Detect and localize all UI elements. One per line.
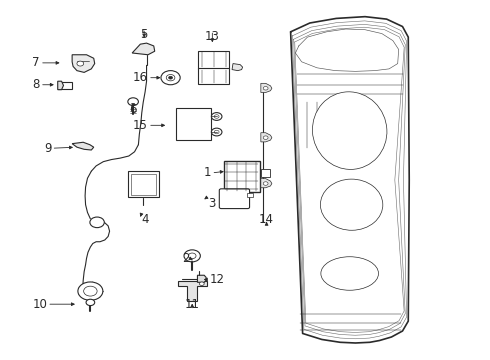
Bar [176, 108, 211, 140]
Circle shape [214, 130, 219, 134]
Text: 13: 13 [205, 30, 220, 44]
Text: 2: 2 [182, 252, 190, 265]
Text: 12: 12 [209, 273, 224, 286]
Bar [127, 171, 159, 198]
Circle shape [84, 286, 97, 296]
Text: 3: 3 [208, 197, 216, 210]
Text: 9: 9 [44, 142, 51, 155]
Bar [247, 193, 253, 197]
Polygon shape [232, 64, 243, 71]
Text: 14: 14 [259, 213, 274, 226]
Text: 15: 15 [133, 119, 148, 132]
Text: 7: 7 [32, 57, 40, 69]
Circle shape [169, 76, 172, 79]
Text: 6: 6 [129, 103, 137, 116]
Polygon shape [261, 83, 272, 93]
Ellipse shape [313, 92, 387, 170]
Polygon shape [72, 142, 94, 150]
Circle shape [184, 250, 200, 262]
Polygon shape [58, 81, 64, 90]
Circle shape [77, 61, 84, 66]
Circle shape [199, 282, 204, 285]
Bar [198, 51, 229, 69]
Polygon shape [197, 275, 206, 282]
Polygon shape [261, 179, 272, 188]
Polygon shape [72, 55, 95, 72]
Polygon shape [261, 133, 272, 142]
Circle shape [211, 128, 222, 136]
Text: 16: 16 [133, 71, 148, 84]
Circle shape [188, 253, 196, 259]
Ellipse shape [320, 179, 383, 230]
Bar [223, 161, 260, 192]
Text: 4: 4 [142, 213, 149, 226]
Circle shape [214, 115, 219, 118]
Polygon shape [132, 43, 155, 55]
Circle shape [211, 113, 222, 120]
Circle shape [90, 217, 104, 228]
Circle shape [263, 136, 268, 139]
Circle shape [263, 86, 268, 90]
Bar [198, 68, 229, 84]
Circle shape [128, 98, 138, 105]
Bar [131, 174, 156, 195]
Bar [58, 82, 72, 89]
Text: 10: 10 [32, 298, 47, 311]
Text: 1: 1 [204, 166, 211, 179]
Polygon shape [178, 281, 207, 301]
Text: 8: 8 [32, 78, 40, 91]
Circle shape [263, 182, 268, 185]
Ellipse shape [321, 257, 378, 290]
Text: 5: 5 [141, 28, 148, 41]
Circle shape [166, 75, 175, 81]
Circle shape [78, 282, 103, 300]
Bar [261, 168, 270, 177]
Circle shape [161, 71, 180, 85]
FancyBboxPatch shape [220, 189, 249, 208]
Circle shape [86, 299, 95, 306]
Text: 11: 11 [185, 297, 200, 311]
